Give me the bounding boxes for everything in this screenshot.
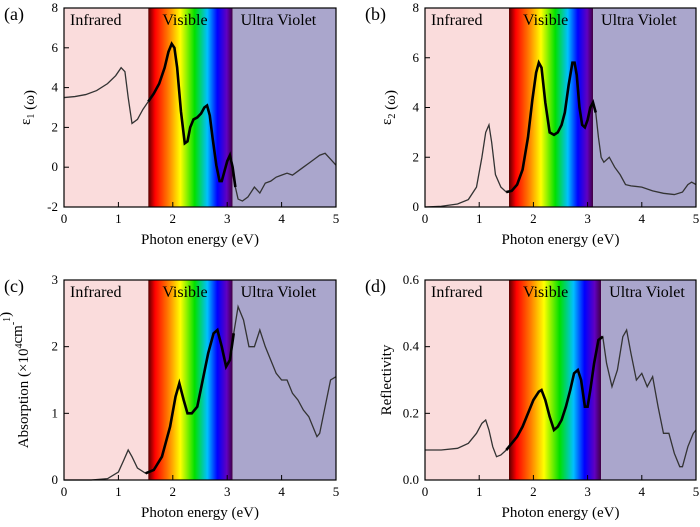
x-tick-label: 0 — [422, 484, 429, 499]
region-label-visible: Visible — [523, 12, 568, 29]
y-tick-label: 6 — [52, 40, 59, 55]
x-tick-label: 2 — [530, 211, 537, 226]
region-infrared — [64, 8, 149, 207]
y-axis-label: Reflectivity — [379, 344, 395, 415]
x-axis-label: Photon energy (eV) — [501, 505, 619, 521]
panel-label: (b) — [365, 4, 386, 25]
x-axis-label: Photon energy (eV) — [141, 232, 259, 248]
x-tick-label: 3 — [224, 484, 231, 499]
x-tick-label: 1 — [476, 484, 483, 499]
x-tick-label: 0 — [422, 211, 429, 226]
y-tick-label: 3 — [52, 272, 59, 287]
x-tick-label: 5 — [333, 211, 340, 226]
y-tick-label: 1 — [52, 405, 59, 420]
x-tick-label: 1 — [115, 211, 122, 226]
x-tick-label: 2 — [170, 211, 177, 226]
region-label-visible: Visible — [523, 284, 568, 301]
region-visible — [509, 280, 602, 480]
y-tick-label: 8 — [52, 0, 59, 15]
panel-label: (a) — [4, 4, 24, 25]
plot-frame — [63, 7, 337, 208]
y-tick-label: 0 — [52, 159, 59, 174]
series-line-visible — [147, 41, 237, 188]
region-visible — [148, 280, 233, 480]
region-ultra-violet — [601, 280, 696, 480]
y-tick-label: -2 — [47, 199, 58, 214]
x-tick-label: 5 — [693, 211, 700, 226]
panel-label: (c) — [4, 276, 24, 297]
y-tick-label: 4 — [413, 100, 420, 115]
x-tick-label: 2 — [530, 484, 537, 499]
x-tick-label: 4 — [278, 211, 285, 226]
y-tick-label: 2 — [52, 339, 59, 354]
y-tick-label: 2 — [52, 119, 59, 134]
region-label-visible: Visible — [162, 12, 207, 29]
region-label-ultra-violet: Ultra Violet — [241, 12, 317, 29]
region-label-infrared: Infrared — [431, 284, 483, 301]
y-tick-label: 8 — [413, 0, 420, 15]
x-tick-label: 5 — [693, 484, 700, 499]
x-axis-label: Photon energy (eV) — [141, 505, 259, 521]
chart-panel-2: Infrared Visible Ultra Violet 0 1 2 3 4 5 0 2 4 6 8 Ph… — [365, 0, 699, 248]
y-axis-label: Absorption (×104cm-1) — [0, 312, 32, 448]
y-tick-label: 0.0 — [403, 472, 419, 487]
region-label-infrared: Infrared — [70, 284, 122, 301]
y-tick-label: 0 — [413, 199, 420, 214]
region-label-ultra-violet: Ultra Violet — [241, 284, 317, 301]
x-tick-label: 3 — [584, 484, 591, 499]
x-tick-label: 2 — [170, 484, 177, 499]
x-tick-label: 1 — [115, 484, 122, 499]
x-tick-label: 5 — [333, 484, 340, 499]
y-tick-label: 0.4 — [403, 339, 420, 354]
region-label-ultra-violet: Ultra Violet — [609, 284, 685, 301]
region-label-visible: Visible — [162, 284, 207, 301]
region-infrared — [425, 280, 510, 480]
plot-frame — [424, 279, 697, 481]
series-line-visible — [145, 327, 236, 475]
plot-frame — [63, 279, 337, 481]
region-label-ultra-violet: Ultra Violet — [601, 12, 677, 29]
y-tick-label: 0 — [52, 472, 59, 487]
x-tick-label: 4 — [278, 484, 285, 499]
x-tick-label: 4 — [639, 211, 646, 226]
region-ultra-violet — [232, 8, 336, 207]
region-ultra-violet — [593, 8, 696, 207]
region-label-infrared: Infrared — [431, 12, 483, 29]
x-axis-label: Photon energy (eV) — [501, 232, 619, 248]
x-tick-label: 4 — [639, 484, 646, 499]
y-tick-label: 6 — [413, 50, 420, 65]
panel-label: (d) — [365, 276, 386, 297]
x-tick-label: 3 — [224, 211, 231, 226]
x-tick-label: 0 — [61, 211, 68, 226]
series-line-visible — [506, 59, 597, 194]
y-tick-label: 0.6 — [403, 272, 420, 287]
x-tick-label: 3 — [584, 211, 591, 226]
region-infrared — [64, 280, 149, 480]
x-tick-label: 0 — [61, 484, 68, 499]
region-label-infrared: Infrared — [70, 12, 122, 29]
chart-panel-3: Infrared Visible Ultra Violet 0 1 2 3 4 5 0 1 2 3 Pho… — [0, 272, 339, 521]
y-axis-label: ε1 (ω) — [18, 90, 38, 125]
x-tick-label: 1 — [476, 211, 483, 226]
y-axis-label: ε2 (ω) — [379, 90, 399, 125]
y-tick-label: 2 — [413, 149, 420, 164]
series-line-visible — [505, 335, 604, 451]
y-tick-label: 0.2 — [403, 405, 419, 420]
y-tick-label: 4 — [52, 80, 59, 95]
chart-panel-4: Infrared Visible Ultra Violet 0 1 2 3 4 5 0.0 0.2 0… — [365, 272, 699, 521]
